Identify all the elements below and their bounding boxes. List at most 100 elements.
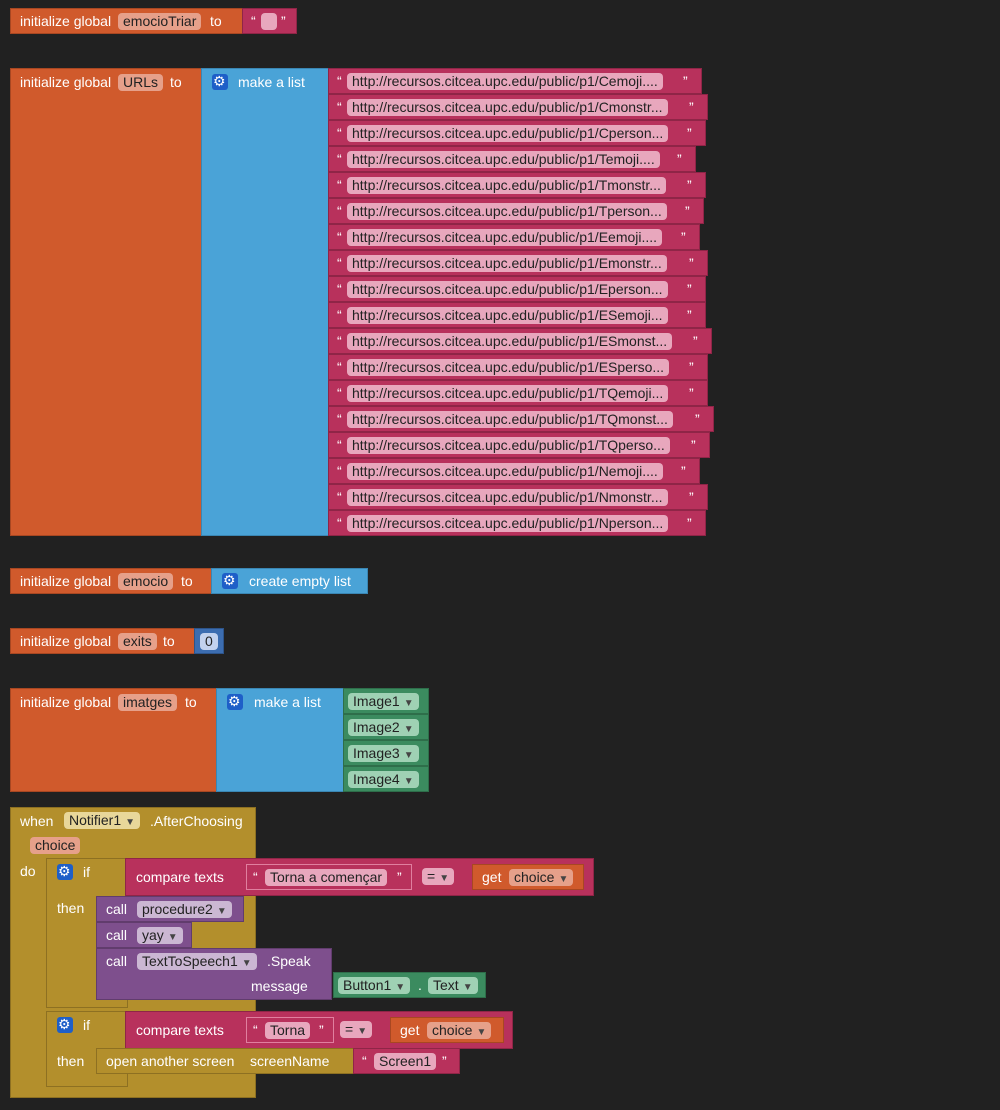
to-label: to xyxy=(210,13,222,29)
gear-icon[interactable] xyxy=(212,73,228,90)
procedure-dropdown[interactable]: procedure2 ▼ xyxy=(137,901,232,918)
url-text-field[interactable]: http://recursos.citcea.upc.edu/public/p1… xyxy=(347,229,663,246)
get-block[interactable]: get choice ▼ xyxy=(472,864,584,890)
url-string-block[interactable]: “ http://recursos.citcea.upc.edu/public/p… xyxy=(328,172,706,198)
empty-string-field[interactable] xyxy=(261,13,277,30)
compare-texts-label: compare texts xyxy=(136,869,224,885)
procedure-dropdown[interactable]: yay ▼ xyxy=(137,927,183,944)
url-string-block[interactable]: “ http://recursos.citcea.upc.edu/public/p… xyxy=(328,302,706,328)
url-text-field[interactable]: http://recursos.citcea.upc.edu/public/p1… xyxy=(347,411,673,428)
url-text-field[interactable]: http://recursos.citcea.upc.edu/public/p1… xyxy=(347,515,669,532)
compare-texts-block-1[interactable]: compare texts “ Torna a començar ” = ▼ ge… xyxy=(125,858,594,896)
url-text-field[interactable]: http://recursos.citcea.upc.edu/public/p1… xyxy=(347,463,663,480)
init-exits-block[interactable]: initialize global exits to xyxy=(10,628,196,654)
url-string-block[interactable]: “ http://recursos.citcea.upc.edu/public/p… xyxy=(328,380,708,406)
call-procedure2-block[interactable]: call procedure2 ▼ xyxy=(96,896,244,922)
operator-dropdown[interactable]: = ▼ xyxy=(422,868,455,885)
url-text-field[interactable]: http://recursos.citcea.upc.edu/public/p1… xyxy=(347,125,669,142)
procedure-label: procedure2 xyxy=(142,901,213,917)
url-string-block[interactable]: “ http://recursos.citcea.upc.edu/public/p… xyxy=(328,510,706,536)
url-string-block[interactable]: “ http://recursos.citcea.upc.edu/public/p… xyxy=(328,120,706,146)
url-text-field[interactable]: http://recursos.citcea.upc.edu/public/p1… xyxy=(347,385,669,402)
var-name-emociotriar[interactable]: emocioTriar xyxy=(118,13,202,30)
gear-icon[interactable] xyxy=(227,693,243,710)
init-emocio-block[interactable]: initialize global emocio to xyxy=(10,568,214,594)
url-string-block[interactable]: “ http://recursos.citcea.upc.edu/public/p… xyxy=(328,328,712,354)
dot-label: . xyxy=(418,977,422,993)
image-dropdown[interactable]: Image2 ▼ xyxy=(348,719,419,736)
get-var-dropdown[interactable]: choice ▼ xyxy=(509,869,574,886)
call-yay-block[interactable]: call yay ▼ xyxy=(96,922,192,948)
init-emociotriar-block[interactable]: initialize global emocioTriar to xyxy=(10,8,244,34)
url-string-block[interactable]: “ http://recursos.citcea.upc.edu/public/p… xyxy=(328,250,708,276)
get-block[interactable]: get choice ▼ xyxy=(390,1017,504,1043)
text-field[interactable]: Torna xyxy=(265,1022,311,1039)
create-empty-list-block[interactable]: create empty list xyxy=(211,568,368,594)
button-dropdown[interactable]: Button1 ▼ xyxy=(338,977,411,994)
url-text-field[interactable]: http://recursos.citcea.upc.edu/public/p1… xyxy=(347,73,663,90)
make-list-imatges-block[interactable]: make a list xyxy=(216,688,346,792)
url-text-field[interactable]: http://recursos.citcea.upc.edu/public/p1… xyxy=(347,489,668,506)
url-text-field[interactable]: http://recursos.citcea.upc.edu/public/p1… xyxy=(347,203,667,220)
component-dropdown[interactable]: Notifier1 ▼ xyxy=(64,812,141,829)
gear-icon[interactable] xyxy=(57,863,73,880)
property-dropdown[interactable]: Text ▼ xyxy=(428,977,478,994)
image-block[interactable]: Image3 ▼ xyxy=(343,740,429,766)
url-string-block[interactable]: “ http://recursos.citcea.upc.edu/public/p… xyxy=(328,276,706,302)
number-field[interactable]: 0 xyxy=(200,633,218,650)
url-string-block[interactable]: “ http://recursos.citcea.upc.edu/public/p… xyxy=(328,406,714,432)
url-string-block[interactable]: “ http://recursos.citcea.upc.edu/public/p… xyxy=(328,458,700,484)
var-name-emocio[interactable]: emocio xyxy=(118,573,174,590)
empty-string-block[interactable]: “ ” xyxy=(242,8,297,34)
init-label: initialize global xyxy=(20,573,112,589)
gear-icon[interactable] xyxy=(57,1016,73,1033)
make-list-urls-block[interactable]: make a list xyxy=(201,68,331,536)
image-dropdown[interactable]: Image3 ▼ xyxy=(348,745,419,762)
image-block[interactable]: Image2 ▼ xyxy=(343,714,429,740)
image-dropdown[interactable]: Image4 ▼ xyxy=(348,771,419,788)
text-field[interactable]: Screen1 xyxy=(374,1053,437,1070)
get-var-dropdown[interactable]: choice ▼ xyxy=(427,1022,492,1039)
url-string-block[interactable]: “ http://recursos.citcea.upc.edu/public/p… xyxy=(328,68,702,94)
text-field[interactable]: Torna a començar xyxy=(265,869,388,886)
text-string-block[interactable]: “ Torna ” xyxy=(246,1017,334,1043)
url-text-field[interactable]: http://recursos.citcea.upc.edu/public/p1… xyxy=(347,281,668,298)
compare-texts-block-2[interactable]: compare texts “ Torna ” = ▼ get choice ▼ xyxy=(125,1011,513,1049)
url-text-field[interactable]: http://recursos.citcea.upc.edu/public/p1… xyxy=(347,307,668,324)
operator-dropdown[interactable]: = ▼ xyxy=(340,1021,373,1038)
chevron-down-icon: ▼ xyxy=(216,906,227,917)
url-text-field[interactable]: http://recursos.citcea.upc.edu/public/p1… xyxy=(347,99,668,116)
url-text-field[interactable]: http://recursos.citcea.upc.edu/public/p1… xyxy=(347,151,660,168)
image-dropdown[interactable]: Image1 ▼ xyxy=(348,693,419,710)
open-screen-block[interactable]: open another screen screenName xyxy=(96,1048,356,1074)
url-text-field[interactable]: http://recursos.citcea.upc.edu/public/p1… xyxy=(347,177,666,194)
call-label: call xyxy=(106,901,128,917)
url-string-block[interactable]: “ http://recursos.citcea.upc.edu/public/p… xyxy=(328,484,708,510)
url-string-block[interactable]: “ http://recursos.citcea.upc.edu/public/p… xyxy=(328,354,708,380)
url-string-block[interactable]: “ http://recursos.citcea.upc.edu/public/p… xyxy=(328,94,708,120)
url-text-field[interactable]: http://recursos.citcea.upc.edu/public/p1… xyxy=(347,333,673,350)
number-block[interactable]: 0 xyxy=(194,628,224,654)
call-speak-block[interactable]: call TextToSpeech1 ▼ .Speak message xyxy=(96,948,332,1000)
button-text-block[interactable]: Button1 ▼ . Text ▼ xyxy=(333,972,486,998)
url-string-block[interactable]: “ http://recursos.citcea.upc.edu/public/p… xyxy=(328,198,704,224)
text-string-block[interactable]: “ Torna a començar ” xyxy=(246,864,412,890)
url-string-block[interactable]: “ http://recursos.citcea.upc.edu/public/p… xyxy=(328,224,700,250)
url-string-block[interactable]: “ http://recursos.citcea.upc.edu/public/p… xyxy=(328,432,710,458)
init-imatges-block[interactable]: initialize global imatges to xyxy=(10,688,219,792)
url-string-block[interactable]: “ http://recursos.citcea.upc.edu/public/p… xyxy=(328,146,696,172)
var-name-imatges[interactable]: imatges xyxy=(118,694,178,711)
image-block[interactable]: Image4 ▼ xyxy=(343,766,429,792)
url-text-field[interactable]: http://recursos.citcea.upc.edu/public/p1… xyxy=(347,255,667,272)
init-urls-block[interactable]: initialize global URLs to xyxy=(10,68,204,536)
open-quote: “ xyxy=(253,869,258,885)
param-choice[interactable]: choice xyxy=(30,837,81,854)
var-name-urls[interactable]: URLs xyxy=(118,74,164,91)
gear-icon[interactable] xyxy=(222,572,238,589)
screen-string-block[interactable]: “ Screen1 ” xyxy=(353,1048,460,1074)
var-name-exits[interactable]: exits xyxy=(118,633,157,650)
url-text-field[interactable]: http://recursos.citcea.upc.edu/public/p1… xyxy=(347,359,670,376)
tts-dropdown[interactable]: TextToSpeech1 ▼ xyxy=(137,953,257,970)
url-text-field[interactable]: http://recursos.citcea.upc.edu/public/p1… xyxy=(347,437,670,454)
image-block[interactable]: Image1 ▼ xyxy=(343,688,429,714)
